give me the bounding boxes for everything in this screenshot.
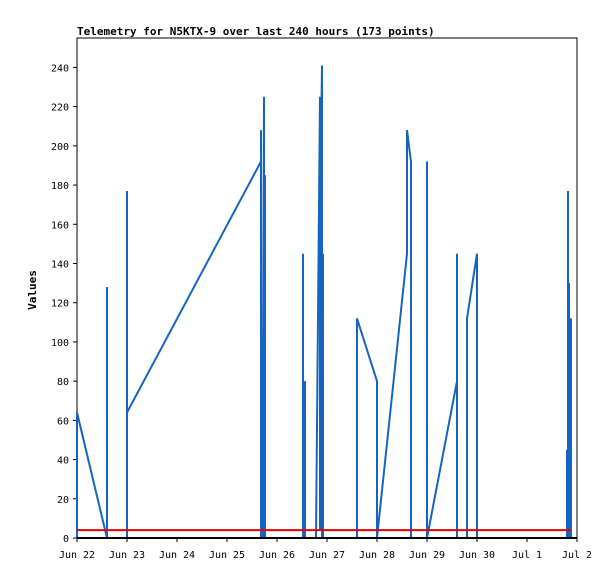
x-tick-label: Jun 22 [59, 550, 95, 561]
x-tick-label: Jun 24 [159, 550, 195, 561]
x-tick-label: Jun 25 [209, 550, 245, 561]
y-tick-label: 180 [51, 181, 69, 192]
y-tick-label: 20 [57, 495, 69, 506]
x-tick-label: Jun 29 [409, 550, 445, 561]
x-tick-label: Jun 23 [109, 550, 145, 561]
x-axis: Jun 22 Jun 23 Jun 24 Jun 25 Jun 26 Jun 27 Jun … [59, 538, 592, 561]
y-tick-label: 200 [51, 142, 69, 153]
y-tick-label: 120 [51, 299, 69, 310]
y-tick-label: 60 [57, 416, 69, 427]
y-axis-label: Values [26, 270, 39, 310]
series-line-0 [76, 65, 572, 539]
y-tick-label: 0 [63, 534, 69, 545]
chart-title: Telemetry for N5KTX-9 over last 240 hour… [77, 25, 435, 38]
y-tick-label: 100 [51, 338, 69, 349]
y-axis: 0 20 40 60 80 100 120 140 160 180 200 220 240 [51, 63, 77, 545]
x-tick-label: Jun 30 [459, 550, 495, 561]
x-tick-label: Jul 1 [512, 550, 542, 561]
y-tick-label: 240 [51, 63, 69, 74]
y-tick-label: 220 [51, 103, 69, 114]
x-tick-label: Jun 27 [309, 550, 345, 561]
y-tick-label: 140 [51, 259, 69, 270]
x-tick-label: Jul 2 [562, 550, 592, 561]
y-tick-label: 160 [51, 220, 69, 231]
x-tick-label: Jun 28 [359, 550, 395, 561]
plot-frame [76, 37, 578, 539]
y-tick-label: 80 [57, 377, 69, 388]
series-group [76, 65, 572, 539]
x-tick-label: Jun 26 [259, 550, 295, 561]
y-tick-label: 40 [57, 456, 69, 467]
